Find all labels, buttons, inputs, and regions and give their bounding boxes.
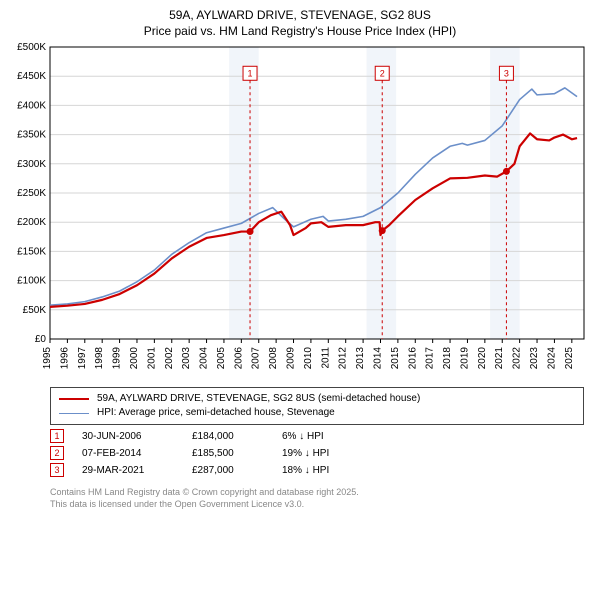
svg-text:2008: 2008 <box>268 347 279 370</box>
svg-text:£50K: £50K <box>23 305 47 316</box>
sale-marker-icon: 2 <box>50 446 64 460</box>
svg-text:1999: 1999 <box>112 347 123 370</box>
legend-row-property: 59A, AYLWARD DRIVE, STEVENAGE, SG2 8US (… <box>59 392 575 406</box>
svg-text:2023: 2023 <box>529 347 540 370</box>
sale-price: £184,000 <box>192 431 282 442</box>
svg-text:2012: 2012 <box>338 347 349 370</box>
line-chart: £0 £50K £100K £150K £200K £250K £300K £350K £400… <box>8 43 592 383</box>
svg-text:2003: 2003 <box>181 347 192 370</box>
legend-row-hpi: HPI: Average price, semi-detached house,… <box>59 406 575 420</box>
footnote: Contains HM Land Registry data © Crown c… <box>50 487 584 510</box>
footnote-line-2: This data is licensed under the Open Gov… <box>50 499 584 511</box>
svg-text:2005: 2005 <box>216 347 227 370</box>
svg-text:£0: £0 <box>35 334 47 345</box>
svg-text:£150K: £150K <box>17 247 46 258</box>
svg-text:2021: 2021 <box>494 347 505 370</box>
svg-text:£250K: £250K <box>17 188 46 199</box>
svg-text:2010: 2010 <box>303 347 314 370</box>
svg-text:£300K: £300K <box>17 159 46 170</box>
svg-text:1997: 1997 <box>77 347 88 370</box>
svg-text:2016: 2016 <box>407 347 418 370</box>
svg-text:2013: 2013 <box>355 347 366 370</box>
chart-container: 59A, AYLWARD DRIVE, STEVENAGE, SG2 8US P… <box>0 0 600 590</box>
svg-text:2022: 2022 <box>512 347 523 370</box>
svg-text:2025: 2025 <box>564 347 575 370</box>
svg-text:2017: 2017 <box>425 347 436 370</box>
sale-row: 1 30-JUN-2006 £184,000 6% ↓ HPI <box>50 429 584 443</box>
svg-text:2014: 2014 <box>372 347 383 370</box>
svg-text:2002: 2002 <box>164 347 175 370</box>
svg-text:2024: 2024 <box>546 347 557 370</box>
sale-delta: 19% ↓ HPI <box>282 448 372 459</box>
sale-row: 3 29-MAR-2021 £287,000 18% ↓ HPI <box>50 463 584 477</box>
svg-text:£100K: £100K <box>17 276 46 287</box>
legend-label: 59A, AYLWARD DRIVE, STEVENAGE, SG2 8US (… <box>97 392 420 406</box>
legend-swatch <box>59 413 89 414</box>
sale-price: £287,000 <box>192 465 282 476</box>
svg-text:£200K: £200K <box>17 217 46 228</box>
legend-swatch <box>59 398 89 400</box>
sale-marker-icon: 1 <box>50 429 64 443</box>
svg-text:2001: 2001 <box>146 347 157 370</box>
svg-text:£350K: £350K <box>17 130 46 141</box>
sale-date: 29-MAR-2021 <box>82 465 192 476</box>
sale-marker-icon: 3 <box>50 463 64 477</box>
svg-text:2011: 2011 <box>320 347 331 369</box>
svg-text:2009: 2009 <box>286 347 297 370</box>
svg-text:2015: 2015 <box>390 347 401 370</box>
footnote-line-1: Contains HM Land Registry data © Crown c… <box>50 487 584 499</box>
legend-label: HPI: Average price, semi-detached house,… <box>97 406 335 420</box>
sale-row: 2 07-FEB-2014 £185,500 19% ↓ HPI <box>50 446 584 460</box>
svg-text:2018: 2018 <box>442 347 453 370</box>
svg-text:1996: 1996 <box>59 347 70 370</box>
svg-text:£450K: £450K <box>17 71 46 82</box>
sale-price: £185,500 <box>192 448 282 459</box>
svg-text:1995: 1995 <box>42 347 53 370</box>
title-line-1: 59A, AYLWARD DRIVE, STEVENAGE, SG2 8US <box>8 8 592 24</box>
svg-text:£400K: £400K <box>17 101 46 112</box>
chart-title: 59A, AYLWARD DRIVE, STEVENAGE, SG2 8US P… <box>8 8 592 39</box>
svg-text:1: 1 <box>248 68 253 78</box>
svg-text:2: 2 <box>380 68 385 78</box>
legend: 59A, AYLWARD DRIVE, STEVENAGE, SG2 8US (… <box>50 387 584 425</box>
svg-text:1998: 1998 <box>94 347 105 370</box>
svg-text:2006: 2006 <box>233 347 244 370</box>
svg-text:£500K: £500K <box>17 43 46 53</box>
svg-text:2020: 2020 <box>477 347 488 370</box>
sale-delta: 18% ↓ HPI <box>282 465 372 476</box>
title-line-2: Price paid vs. HM Land Registry's House … <box>8 24 592 40</box>
svg-text:2007: 2007 <box>251 347 262 370</box>
sale-delta: 6% ↓ HPI <box>282 431 372 442</box>
svg-text:2019: 2019 <box>459 347 470 370</box>
sale-date: 30-JUN-2006 <box>82 431 192 442</box>
svg-text:2000: 2000 <box>129 347 140 370</box>
svg-text:3: 3 <box>504 68 509 78</box>
svg-text:2004: 2004 <box>199 347 210 370</box>
sale-date: 07-FEB-2014 <box>82 448 192 459</box>
